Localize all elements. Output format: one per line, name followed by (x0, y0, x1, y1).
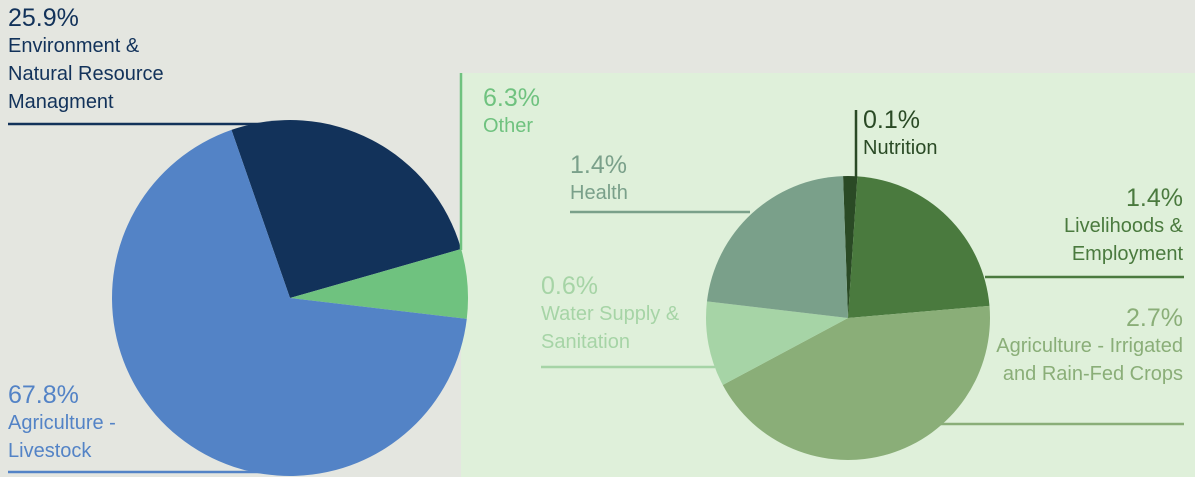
pie-slice (848, 176, 990, 318)
category-label: Health (570, 182, 628, 204)
category-label: Environment & Natural Resource Managment (8, 35, 164, 113)
category-label: Agriculture - Livestock (8, 412, 116, 462)
pie-slice (722, 305, 990, 460)
category-label: Nutrition (863, 137, 938, 159)
slice-label: 25.9% Environment & Natural Resource Mana… (8, 4, 203, 116)
category-label: Other (483, 115, 534, 137)
value-label: 0.6% (541, 272, 598, 300)
value-label: 1.4% (570, 151, 627, 179)
category-label: Water Supply & Sanitation (541, 303, 680, 353)
slice-label: 0.1% Nutrition (863, 106, 993, 162)
category-label: Agriculture - Irrigated and Rain-Fed Cro… (996, 335, 1183, 385)
pie-slice (843, 176, 858, 318)
value-label: 67.8% (8, 381, 79, 409)
pie-slice (112, 129, 467, 476)
value-label: 2.7% (1126, 304, 1183, 332)
pie-slice (290, 249, 468, 319)
value-label: 0.1% (863, 106, 920, 134)
value-label: 1.4% (1126, 184, 1183, 212)
slice-label: 1.4% Livelihoods & Employment (1003, 184, 1183, 268)
value-label: 6.3% (483, 84, 540, 112)
slice-label: 6.3% Other (483, 84, 643, 140)
value-label: 25.9% (8, 4, 79, 32)
slice-label: 2.7% Agriculture - Irrigated and Rain-Fed… (993, 304, 1183, 388)
slice-label: 67.8% Agriculture - Livestock (8, 381, 158, 465)
slice-label: 1.4% Health (570, 151, 730, 207)
pie-slice (231, 120, 462, 298)
pie-slice (706, 176, 848, 318)
slice-label: 0.6% Water Supply & Sanitation (541, 272, 681, 356)
category-label: Livelihoods & Employment (1064, 215, 1183, 265)
pie-slice (706, 301, 848, 385)
